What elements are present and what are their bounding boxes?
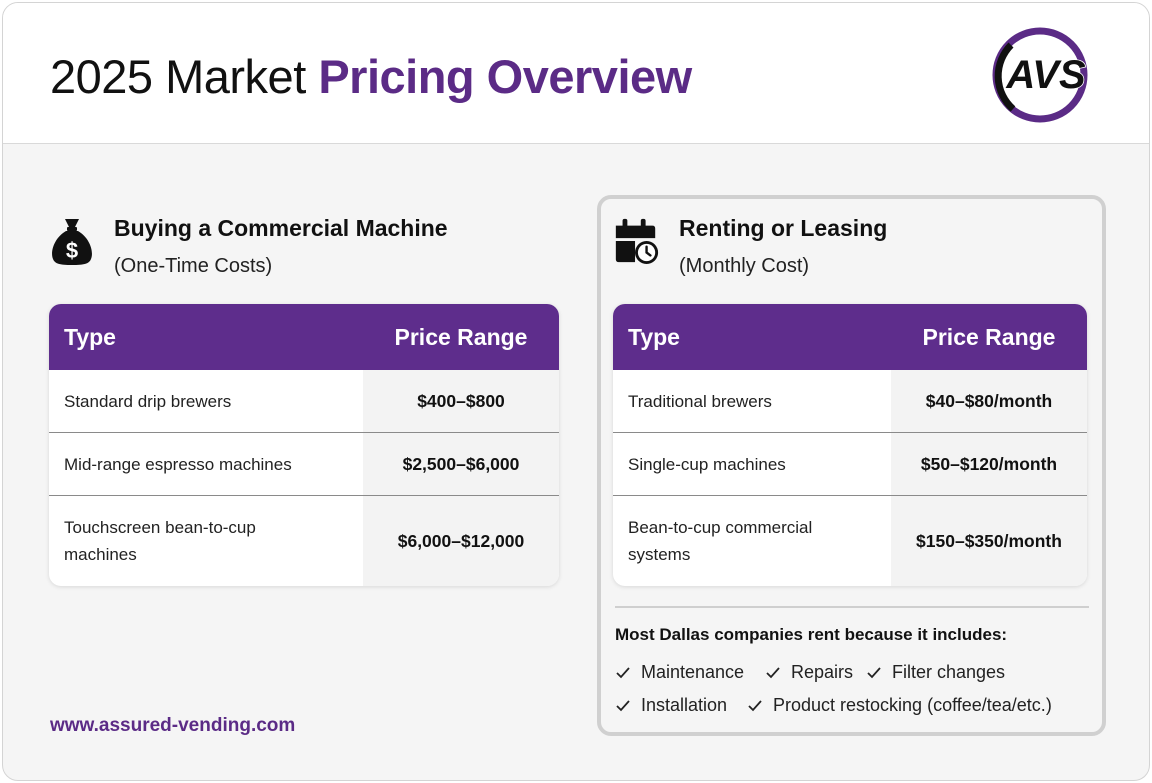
column-header-type: Type: [64, 323, 116, 350]
divider: [615, 606, 1089, 608]
avs-logo: AVS: [992, 27, 1088, 123]
header: 2025 Market Pricing Overview AVS: [3, 3, 1149, 144]
row-price: $6,000–$12,000: [363, 496, 559, 586]
row-type: Touchscreen bean-to-cup machines: [64, 518, 256, 564]
row-price: $2,500–$6,000: [363, 433, 559, 495]
row-price: $400–$800: [363, 370, 559, 432]
calendar-clock-icon: [615, 218, 659, 265]
buying-title: Buying a Commercial Machine: [114, 215, 448, 241]
buying-table: Type Price Range Standard drip brewers $…: [49, 304, 559, 586]
table-header: Type Price Range: [613, 304, 1087, 370]
check-icon: [616, 699, 630, 711]
row-price: $40–$80/month: [891, 370, 1087, 432]
check-icon: [616, 666, 630, 678]
benefit-label: Product restocking (coffee/tea/etc.): [773, 695, 1052, 715]
website-link[interactable]: www.assured-vending.com: [50, 715, 296, 736]
table-row: Traditional brewers $40–$80/month: [613, 370, 1087, 433]
benefit-label: Repairs: [791, 662, 854, 682]
benefit-item: Installation: [615, 695, 727, 716]
benefit-item: Filter changes: [866, 662, 1005, 683]
renting-subtitle: (Monthly Cost): [679, 255, 810, 277]
table-row: Touchscreen bean-to-cup machines $6,000–…: [49, 496, 559, 586]
renting-title: Renting or Leasing: [679, 215, 888, 241]
page-title: 2025 Market Pricing Overview: [50, 49, 692, 104]
table-header: Type Price Range: [49, 304, 559, 370]
benefit-item: Repairs: [765, 662, 853, 683]
renting-table: Type Price Range Traditional brewers $40…: [613, 304, 1087, 586]
check-icon: [748, 699, 762, 711]
benefit-label: Maintenance: [641, 662, 745, 682]
logo-text: AVS: [1005, 53, 1086, 97]
table-row: Single-cup machines $50–$120/month: [613, 433, 1087, 496]
row-type: Traditional brewers: [628, 391, 772, 411]
row-price: $150–$350/month: [891, 496, 1087, 586]
check-icon: [867, 666, 881, 678]
column-header-price: Price Range: [394, 323, 528, 350]
rent-note: Most Dallas companies rent because it in…: [615, 625, 1008, 644]
check-icon: [766, 666, 780, 678]
title-plain: 2025 Market: [50, 50, 319, 103]
row-type: Bean-to-cup commercial systems: [628, 518, 813, 564]
benefit-item: Product restocking (coffee/tea/etc.): [747, 695, 1052, 716]
table-row: Standard drip brewers $400–$800: [49, 370, 559, 433]
table-row: Mid-range espresso machines $2,500–$6,00…: [49, 433, 559, 496]
money-bag-icon: $: [52, 219, 92, 265]
column-header-price: Price Range: [922, 323, 1056, 350]
row-type: Standard drip brewers: [64, 391, 232, 411]
benefit-label: Filter changes: [892, 662, 1006, 682]
svg-text:$: $: [66, 238, 78, 263]
row-type: Mid-range espresso machines: [64, 454, 292, 474]
row-price: $50–$120/month: [891, 433, 1087, 495]
benefit-label: Installation: [641, 695, 728, 715]
benefit-item: Maintenance: [615, 662, 744, 683]
title-accent: Pricing Overview: [318, 50, 692, 103]
column-header-type: Type: [628, 323, 680, 350]
row-type: Single-cup machines: [628, 454, 786, 474]
buying-subtitle: (One-Time Costs): [114, 255, 273, 277]
table-row: Bean-to-cup commercial systems $150–$350…: [613, 496, 1087, 586]
